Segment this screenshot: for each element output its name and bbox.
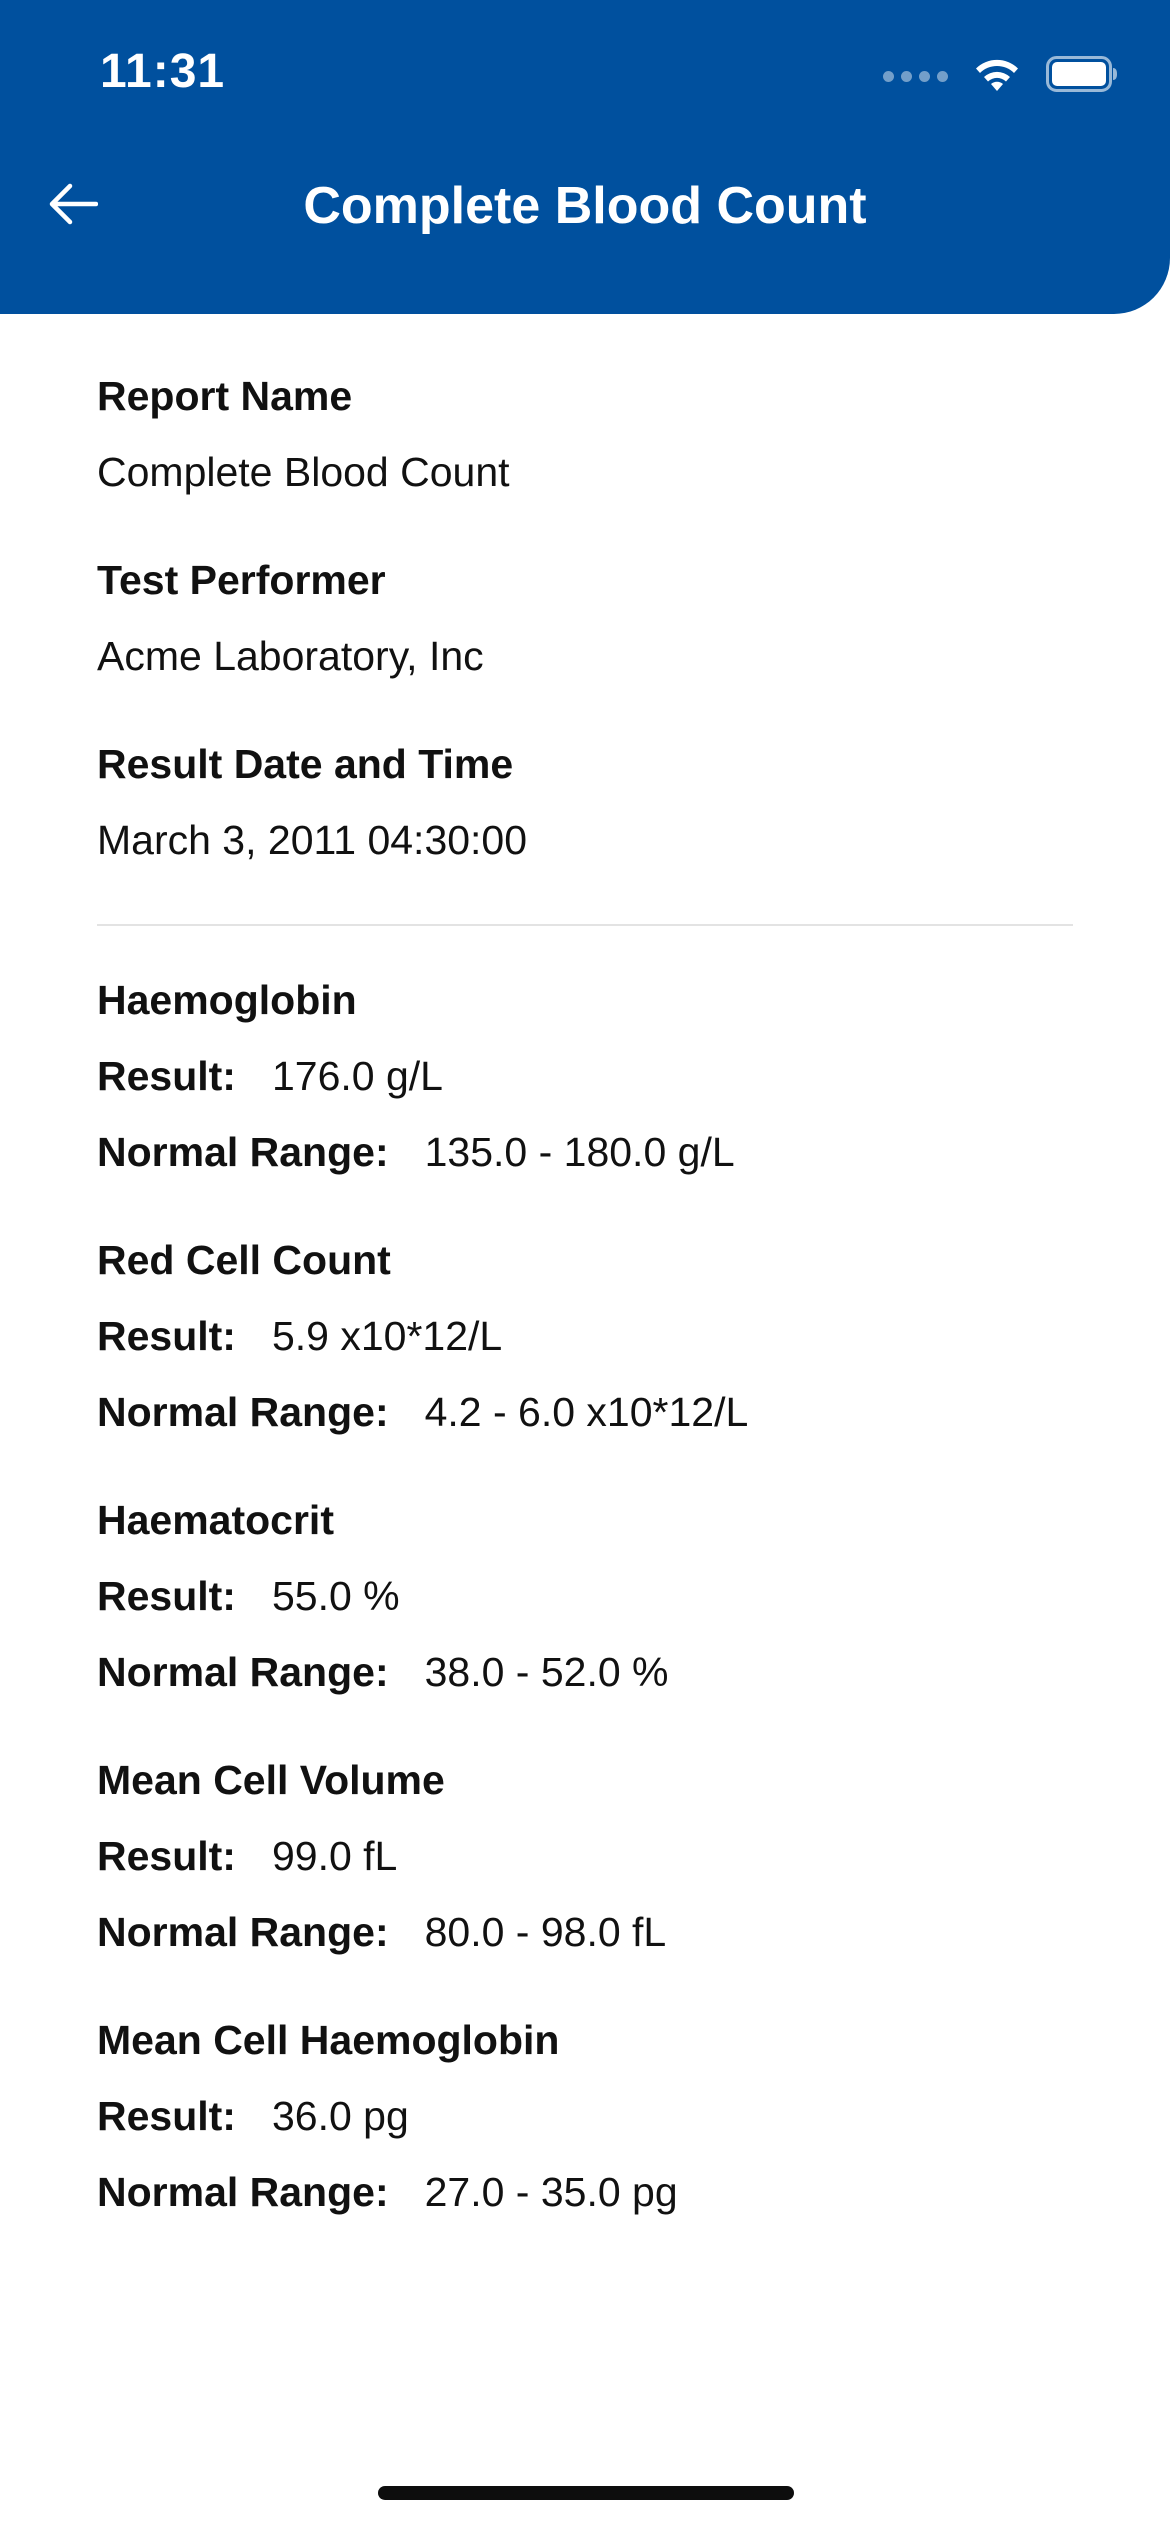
result-value: 99.0 fL [271, 1833, 398, 1879]
normal-range-row: Normal Range: 80.0 - 98.0 fL [97, 1902, 1073, 1962]
page-title: Complete Blood Count [303, 177, 867, 235]
normal-range-value: 27.0 - 35.0 pg [424, 2169, 678, 2215]
result-row: Result: 5.9 x10*12/L [97, 1306, 1073, 1366]
result-row: Result: 36.0 pg [97, 2086, 1073, 2146]
result-label: Result: [97, 1053, 236, 1099]
normal-range-label: Normal Range: [97, 2169, 389, 2215]
normal-range-value: 4.2 - 6.0 x10*12/L [424, 1389, 749, 1435]
normal-range-row: Normal Range: 4.2 - 6.0 x10*12/L [97, 1382, 1073, 1442]
normal-range-label: Normal Range: [97, 1649, 389, 1695]
field-value: March 3, 2011 04:30:00 [97, 817, 528, 863]
report-content: Report Name Complete Blood Count Test Pe… [97, 366, 1073, 2270]
result-value: 5.9 x10*12/L [271, 1313, 503, 1359]
test-name: Mean Cell Volume [97, 1757, 445, 1803]
test-mean-cell-haemoglobin: Mean Cell Haemoglobin Result: 36.0 pg No… [97, 2010, 1073, 2222]
result-row: Result: 99.0 fL [97, 1826, 1073, 1886]
test-name: Red Cell Count [97, 1237, 391, 1283]
normal-range-row: Normal Range: 135.0 - 180.0 g/L [97, 1122, 1073, 1182]
result-label: Result: [97, 1313, 236, 1359]
test-name: Mean Cell Haemoglobin [97, 2017, 560, 2063]
result-row: Result: 55.0 % [97, 1566, 1073, 1626]
normal-range-label: Normal Range: [97, 1129, 389, 1175]
test-red-cell-count: Red Cell Count Result: 5.9 x10*12/L Norm… [97, 1230, 1073, 1442]
normal-range-value: 135.0 - 180.0 g/L [424, 1129, 735, 1175]
back-button[interactable] [36, 170, 108, 242]
result-label: Result: [97, 2093, 236, 2139]
field-label: Test Performer [97, 557, 386, 603]
normal-range-row: Normal Range: 27.0 - 35.0 pg [97, 2162, 1073, 2222]
normal-range-value: 38.0 - 52.0 % [424, 1649, 669, 1695]
divider [97, 924, 1073, 926]
normal-range-row: Normal Range: 38.0 - 52.0 % [97, 1642, 1073, 1702]
result-value: 36.0 pg [271, 2093, 409, 2139]
test-name: Haemoglobin [97, 977, 357, 1023]
cellular-signal-icon [883, 70, 948, 82]
result-label: Result: [97, 1573, 236, 1619]
field-label: Result Date and Time [97, 741, 514, 787]
normal-range-label: Normal Range: [97, 1389, 389, 1435]
test-performer-field: Test Performer Acme Laboratory, Inc [97, 550, 1073, 686]
normal-range-label: Normal Range: [97, 1909, 389, 1955]
field-value: Acme Laboratory, Inc [97, 633, 484, 679]
test-haematocrit: Haematocrit Result: 55.0 % Normal Range:… [97, 1490, 1073, 1702]
result-date-field: Result Date and Time March 3, 2011 04:30… [97, 734, 1073, 870]
result-row: Result: 176.0 g/L [97, 1046, 1073, 1106]
report-name-field: Report Name Complete Blood Count [97, 366, 1073, 502]
status-icons [883, 52, 1118, 100]
test-mean-cell-volume: Mean Cell Volume Result: 99.0 fL Normal … [97, 1750, 1073, 1962]
battery-icon [1046, 55, 1118, 97]
arrow-left-icon [46, 182, 99, 231]
result-label: Result: [97, 1833, 236, 1879]
normal-range-value: 80.0 - 98.0 fL [424, 1909, 667, 1955]
wifi-icon [972, 55, 1022, 98]
field-label: Report Name [97, 373, 353, 419]
home-indicator[interactable] [378, 2486, 794, 2500]
test-haemoglobin: Haemoglobin Result: 176.0 g/L Normal Ran… [97, 970, 1073, 1182]
app-header: 11:31 [0, 0, 1170, 314]
result-value: 176.0 g/L [271, 1053, 443, 1099]
status-time: 11:31 [100, 45, 226, 98]
result-value: 55.0 % [271, 1573, 400, 1619]
test-name: Haematocrit [97, 1497, 334, 1543]
field-value: Complete Blood Count [97, 449, 510, 495]
